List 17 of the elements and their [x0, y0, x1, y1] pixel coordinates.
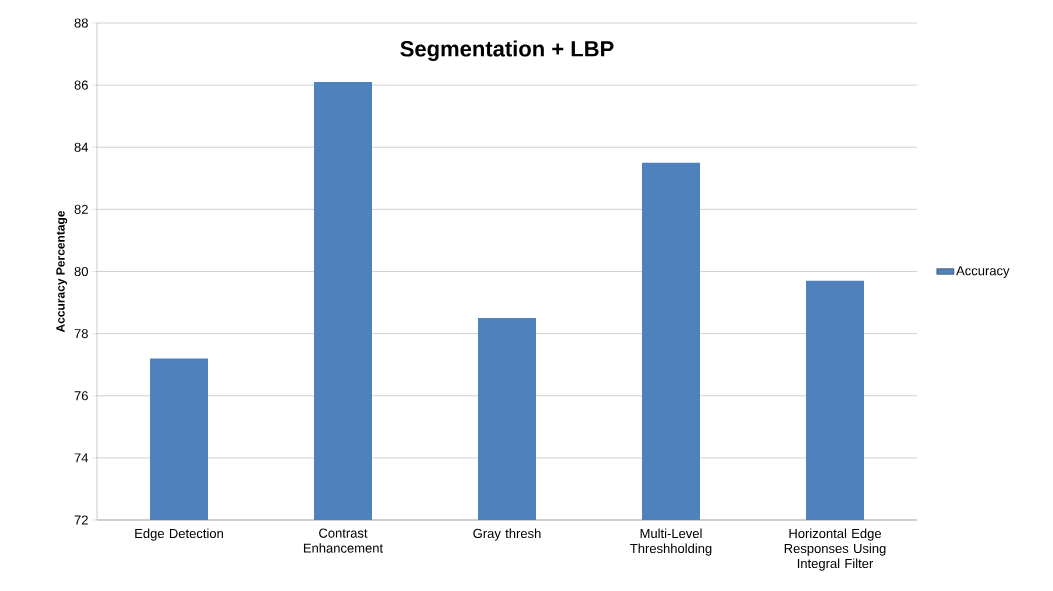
y-tick-label: 84 [74, 142, 89, 152]
x-tick-label: Edge Detection [135, 528, 223, 541]
legend-label: Accuracy [956, 266, 1010, 278]
x-tick-label: Contrast Enhancement [303, 528, 383, 553]
y-tick-label: 74 [74, 453, 89, 463]
y-tick-label: 76 [74, 391, 88, 401]
text: Segmentation + LBP [400, 40, 614, 61]
y-tick-label: 88 [74, 18, 88, 28]
x-tick-label: Horizontal Edge Responses Using Integral Filter [784, 528, 886, 571]
y-tick-label: 82 [74, 204, 88, 214]
y-tick-label: 86 [74, 80, 88, 90]
y-tick-label: 80 [74, 266, 88, 277]
x-tick-label: Gray thresh [473, 528, 541, 541]
y-axis-title: Accuracy Percentage [56, 210, 68, 333]
y-tick-label: 72 [74, 515, 88, 525]
x-tick-label: Multi-Level Threshholding [630, 528, 712, 556]
y-tick-label: 78 [74, 329, 88, 339]
